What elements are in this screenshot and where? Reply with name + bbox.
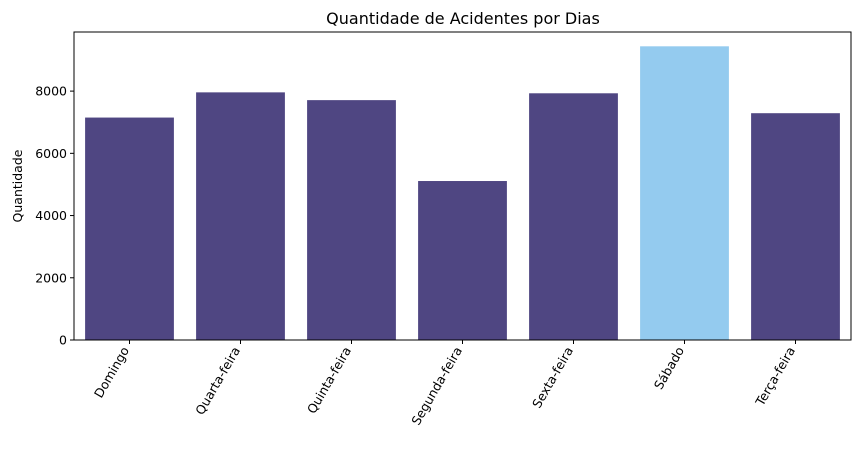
x-tick-label: Quinta-feira: [304, 344, 354, 416]
bar-domingo: [85, 117, 174, 340]
bar-s-bado: [640, 46, 729, 341]
chart-title: Quantidade de Acidentes por Dias: [326, 9, 600, 28]
bar-sexta-feira: [529, 93, 618, 340]
x-tick-label: Domingo: [91, 344, 132, 400]
x-ticks-group: Domingo Quarta-feira Quinta-feira Segunda-f…: [91, 340, 798, 428]
y-tick-label: 0: [59, 333, 67, 348]
y-tick-label: 2000: [35, 270, 67, 285]
y-ticks-group: 0 2000 4000 6000 8000: [35, 84, 74, 348]
y-tick-label: 8000: [35, 84, 67, 99]
bar-segunda-feira: [418, 181, 507, 340]
bar-quinta-feira: [307, 100, 396, 340]
y-axis-label: Quantidade: [10, 149, 25, 222]
x-tick-label: Sábado: [651, 344, 687, 392]
x-tick-label: Quarta-feira: [192, 344, 243, 417]
x-tick-label: Segunda-feira: [408, 344, 465, 428]
x-tick-label: Sexta-feira: [529, 344, 576, 411]
bar-quarta-feira: [196, 92, 285, 340]
y-tick-label: 4000: [35, 208, 67, 223]
bars-group: [85, 46, 840, 341]
x-tick-label: Terça-feira: [752, 344, 798, 409]
y-tick-label: 6000: [35, 146, 67, 161]
bar-ter-a-feira: [751, 113, 840, 340]
plot-frame: [73, 31, 852, 341]
